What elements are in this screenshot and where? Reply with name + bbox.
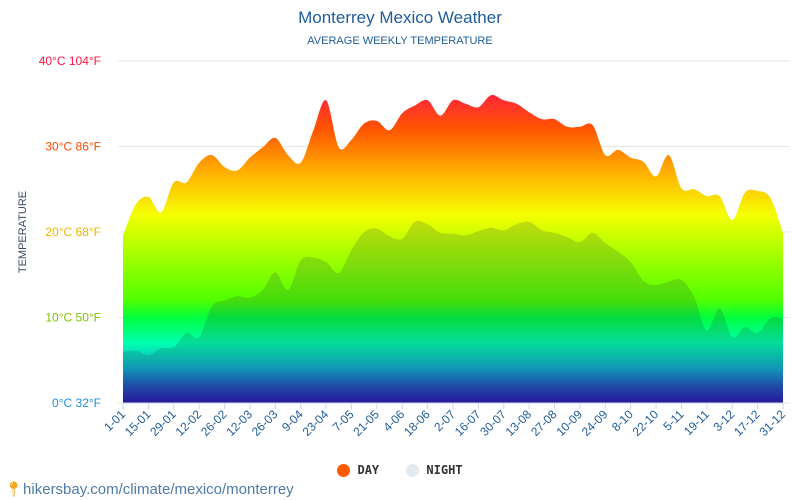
x-tick-label: 12-02	[173, 407, 205, 439]
y-tick-label: 0°C 32°F	[52, 396, 101, 410]
y-tick-label: 40°C 104°F	[39, 54, 101, 68]
legend-label-night: NIGHT	[426, 463, 463, 477]
legend-item-day[interactable]: DAY	[337, 463, 379, 477]
x-tick-label: 29-01	[147, 407, 179, 439]
x-tick-label: 13-08	[503, 407, 535, 439]
x-tick-label: 26-02	[198, 407, 230, 439]
night-area	[123, 220, 783, 403]
y-tick-label: 30°C 86°F	[45, 140, 101, 154]
x-tick-label: 19-11	[681, 407, 712, 438]
x-tick-label: 22-10	[630, 407, 662, 439]
chart-subtitle: AVERAGE WEEKLY TEMPERATURE	[307, 35, 493, 47]
legend-label-day: DAY	[357, 463, 380, 477]
night-dot-icon	[406, 463, 420, 477]
x-tick-label: 12-03	[223, 407, 255, 439]
x-tick-label: 31-12	[757, 407, 789, 439]
y-tick-label: 10°C 50°F	[45, 311, 101, 325]
legend: DAY NIGHT	[0, 463, 800, 480]
source-text: hikersbay.com/climate/mexico/monterrey	[23, 481, 294, 498]
x-tick-label: 23-04	[300, 407, 332, 439]
x-tick-label: 30-07	[477, 407, 509, 439]
map-pin-icon: 📍︎	[4, 481, 24, 498]
x-tick-label: 24-09	[579, 407, 611, 439]
legend-item-night[interactable]: NIGHT	[406, 463, 463, 477]
chart-title: Monterrey Mexico Weather	[298, 8, 502, 27]
temperature-chart: 0°C 32°F 10°C 50°F 20°C 68°F 30°C 86°F 40°C …	[39, 54, 790, 439]
x-tick-label: 15-01	[122, 407, 154, 439]
x-tick-label: 16-07	[452, 407, 484, 439]
x-tick-label: 17-12	[731, 407, 763, 439]
x-tick-label: 10-09	[553, 407, 585, 439]
x-tick-label: 26-03	[249, 407, 281, 439]
x-tick-label: 18-06	[401, 407, 433, 439]
night-area-shade	[123, 220, 783, 403]
y-tick-label: 20°C 68°F	[45, 225, 101, 239]
x-tick-label: 27-08	[528, 407, 560, 439]
day-dot-icon	[337, 463, 351, 477]
x-tick-label: 21-05	[350, 407, 382, 439]
source-link[interactable]: 📍︎hikersbay.com/climate/mexico/monterrey	[4, 480, 294, 498]
